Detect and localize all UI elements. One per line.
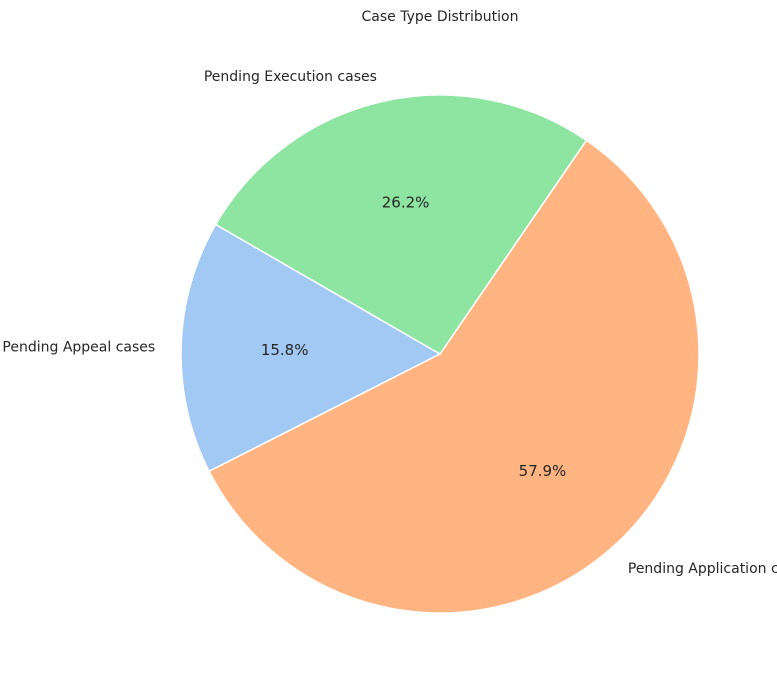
slice-category-label: Pending Appeal cases <box>2 339 155 355</box>
slice-percent-label: 57.9% <box>519 462 567 480</box>
pie-slices <box>180 94 700 614</box>
slice-category-label: Pending Execution cases <box>204 69 377 85</box>
pie-slice-2 <box>214 94 588 355</box>
slice-percent-label: 15.8% <box>261 341 309 359</box>
pie-labels: 15.8% Pending Appeal cases 57.9% Pending Ap… <box>2 69 777 577</box>
slice-percent-label: 26.2% <box>382 193 430 211</box>
slice-category-label: Pending Application cases <box>628 561 777 577</box>
pie-slice-0 <box>180 223 442 473</box>
pie-slice-1 <box>208 139 700 614</box>
chart-title: Case Type Distribution <box>362 9 519 25</box>
